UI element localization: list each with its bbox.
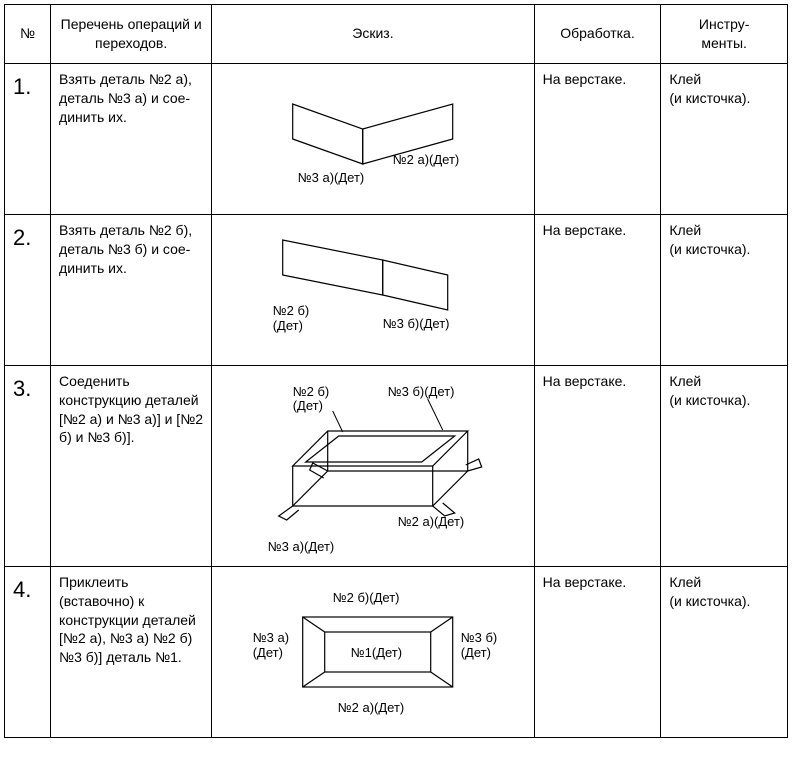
row-tool: Клей (и кисточка). xyxy=(661,365,788,566)
sketch-cell: №2 б)(Дет) №3 б)(Дет) xyxy=(212,214,534,365)
row-tool: Клей (и кисточка). xyxy=(661,214,788,365)
sketch-svg-3: №2 б)(Дет) №3 б)(Дет) №2 а)(Дет) №3 а)(Д… xyxy=(212,366,533,566)
sketch-cell: №3 а)(Дет) №2 а)(Дет) xyxy=(212,63,534,214)
sketch-label: №3 б)(Дет) xyxy=(383,316,450,331)
header-sketch: Эскиз. xyxy=(212,5,534,64)
row-num: 1. xyxy=(5,63,51,214)
sketch-label: №3 а)(Дет) xyxy=(298,170,365,185)
row-num: 3. xyxy=(5,365,51,566)
operations-table: № Перечень операций и переходов. Эскиз. … xyxy=(4,4,788,738)
sketch-label: №1(Дет) xyxy=(351,645,402,660)
header-ops: Перечень операций и переходов. xyxy=(51,5,212,64)
row-num: 4. xyxy=(5,566,51,737)
row-num: 2. xyxy=(5,214,51,365)
table-row: 3. Соеденить конструкцию деталей [№2 а) … xyxy=(5,365,788,566)
sketch-label: №2 а)(Дет) xyxy=(338,700,405,715)
header-num: № xyxy=(5,5,51,64)
row-proc: На верстаке. xyxy=(534,365,661,566)
sketch-svg-2: №2 б)(Дет) №3 б)(Дет) xyxy=(212,215,533,365)
sketch-cell: №2 б)(Дет) №3 а)(Дет) №1(Дет) №3 б)(Дет)… xyxy=(212,566,534,737)
sketch-label: №2 б)(Дет) xyxy=(273,303,310,333)
table-row: 1. Взять деталь №2 а), деталь №3 а) и со… xyxy=(5,63,788,214)
sketch-label: №3 б)(Дет) xyxy=(388,384,455,399)
header-row: № Перечень операций и переходов. Эскиз. … xyxy=(5,5,788,64)
sketch-label: №3 а)(Дет) xyxy=(268,539,335,554)
row-ops: Взять деталь №2 б), деталь №3 б) и сое- … xyxy=(51,214,212,365)
row-proc: На верстаке. xyxy=(534,566,661,737)
sketch-cell: №2 б)(Дет) №3 б)(Дет) №2 а)(Дет) №3 а)(Д… xyxy=(212,365,534,566)
row-ops: Взять деталь №2 а), деталь №3 а) и сое- … xyxy=(51,63,212,214)
row-ops: Соеденить конструкцию деталей [№2 а) и №… xyxy=(51,365,212,566)
table-row: 4. Приклеить (вставочно) к конструкции д… xyxy=(5,566,788,737)
row-tool: Клей (и кисточка). xyxy=(661,63,788,214)
sketch-svg-1: №3 а)(Дет) №2 а)(Дет) xyxy=(212,64,533,214)
row-ops: Приклеить (вставочно) к конструкции дета… xyxy=(51,566,212,737)
sketch-label: №2 а)(Дет) xyxy=(398,514,465,529)
row-tool: Клей (и кисточка). xyxy=(661,566,788,737)
row-proc: На верстаке. xyxy=(534,214,661,365)
row-proc: На верстаке. xyxy=(534,63,661,214)
sketch-label: №2 б)(Дет) xyxy=(333,590,400,605)
header-tool: Инстру- менты. xyxy=(661,5,788,64)
sketch-label: №3 б)(Дет) xyxy=(461,630,498,660)
sketch-label: №2 а)(Дет) xyxy=(393,152,460,167)
table-row: 2. Взять деталь №2 б), деталь №3 б) и со… xyxy=(5,214,788,365)
sketch-label: №2 б)(Дет) xyxy=(293,384,330,413)
sketch-svg-4: №2 б)(Дет) №3 а)(Дет) №1(Дет) №3 б)(Дет)… xyxy=(212,567,533,737)
sketch-label: №3 а)(Дет) xyxy=(253,630,289,660)
header-proc: Обработка. xyxy=(534,5,661,64)
